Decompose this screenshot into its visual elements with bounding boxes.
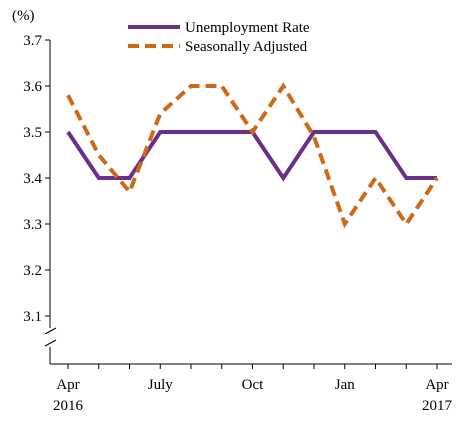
x-tick-label: Apr <box>56 377 79 393</box>
y-tick-label: 3.5 <box>23 125 42 141</box>
y-tick-label: 3.6 <box>23 79 42 95</box>
y-tick-label: 3.1 <box>23 309 42 325</box>
y-tick-label: 3.3 <box>23 217 42 233</box>
y-axis-break-mark <box>44 339 57 347</box>
x-tick-label: Apr <box>425 377 448 393</box>
x-tick-label: Oct <box>242 377 264 393</box>
x-tick-label: July <box>148 377 174 393</box>
series-line-seasonally-adjusted <box>66 82 439 229</box>
legend-label-seasonally-adjusted: Seasonally Adjusted <box>185 39 308 55</box>
x-tick-year-label: 2017 <box>422 398 453 414</box>
x-tick-label: Jan <box>335 377 355 393</box>
y-axis-break-mark <box>44 327 57 335</box>
y-unit-label: (%) <box>12 8 35 24</box>
y-tick-label: 3.4 <box>23 171 42 187</box>
y-tick-label: 3.2 <box>23 263 42 279</box>
series-line-unemployment-rate <box>66 130 437 182</box>
legend-label-unemployment-rate: Unemployment Rate <box>185 20 310 36</box>
y-tick-label: 3.7 <box>23 33 42 49</box>
x-tick-year-label: 2016 <box>53 398 84 414</box>
legend: Unemployment Rate Seasonally Adjusted <box>128 20 310 55</box>
